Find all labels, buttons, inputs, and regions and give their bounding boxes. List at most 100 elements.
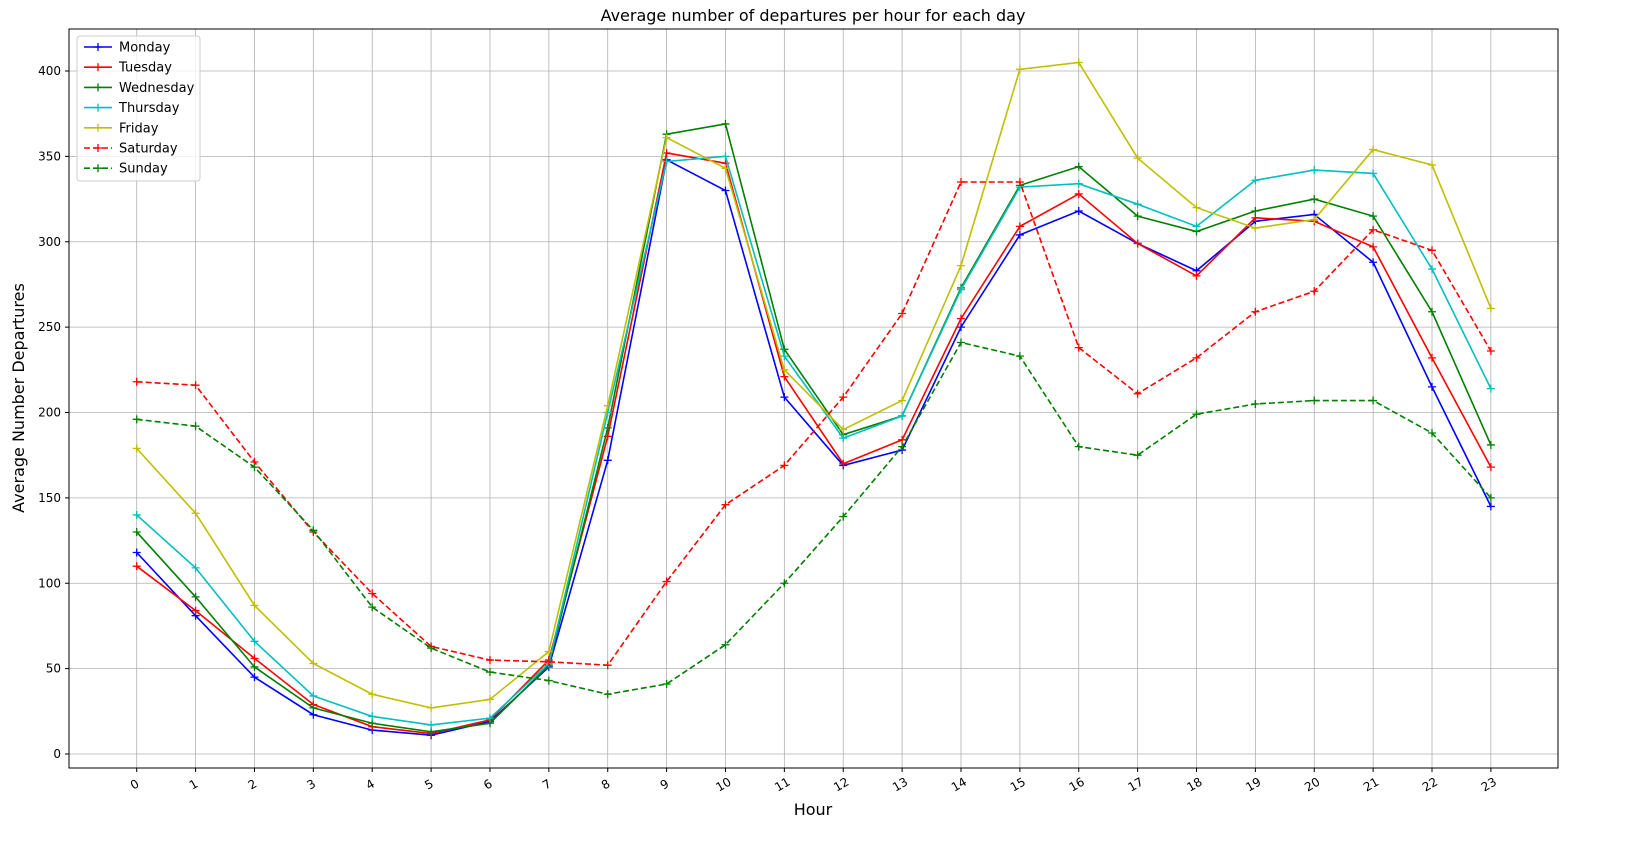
data-point-marker (1369, 242, 1378, 251)
data-point-marker (427, 644, 436, 653)
data-point-marker (1251, 399, 1260, 408)
x-tick-label: 8 (599, 777, 613, 793)
data-point-marker (1310, 396, 1319, 405)
data-point-marker (1310, 287, 1319, 296)
legend-label: Friday (119, 121, 159, 136)
data-point-marker (544, 676, 553, 685)
data-point-marker (1369, 145, 1378, 154)
data-point-marker (1074, 189, 1083, 198)
data-point-marker (1015, 65, 1024, 74)
series-line (136, 341, 1492, 696)
data-point-marker (1486, 493, 1495, 502)
data-point-marker (1251, 224, 1260, 233)
data-point-marker (250, 463, 259, 472)
data-point-marker (780, 352, 789, 361)
data-point-marker (427, 703, 436, 712)
data-point-marker (721, 640, 730, 649)
series-line (136, 61, 1492, 709)
data-point-marker (368, 719, 377, 728)
series-line (136, 158, 1492, 737)
data-point-marker (1074, 343, 1083, 352)
data-point-marker (1251, 176, 1260, 185)
data-point-marker (603, 456, 612, 465)
data-point-marker (662, 133, 671, 142)
data-point-marker (1074, 58, 1083, 67)
data-point-marker (544, 657, 553, 666)
data-point-marker (132, 377, 141, 386)
data-point-marker (721, 186, 730, 195)
legend-label: Thursday (118, 101, 180, 116)
x-tick-label: 4 (363, 777, 377, 793)
data-point-marker (1369, 258, 1378, 267)
data-point-marker (780, 372, 789, 381)
series-thursday (132, 152, 1495, 729)
legend-item: Friday (84, 121, 159, 136)
data-point-marker (1428, 353, 1436, 362)
data-point-marker (603, 408, 612, 417)
data-point-marker (191, 606, 200, 615)
y-tick-label: 350 (38, 149, 61, 163)
data-point-marker (132, 548, 141, 557)
y-tick-label: 100 (38, 576, 61, 590)
data-point-marker (368, 690, 377, 699)
data-point-marker (1369, 212, 1378, 221)
data-point-marker (1074, 207, 1083, 216)
data-point-marker (544, 647, 553, 656)
data-point-marker (132, 562, 141, 571)
legend-marker (94, 63, 102, 72)
data-point-marker (780, 365, 789, 374)
data-point-marker (898, 435, 907, 444)
data-point-marker (956, 261, 965, 270)
data-point-marker (485, 656, 494, 665)
x-tick-label: 2 (246, 777, 260, 793)
data-point-marker (662, 157, 671, 166)
data-point-marker (191, 509, 200, 518)
data-point-marker (1486, 384, 1495, 393)
data-point-marker (1310, 166, 1319, 175)
series-line (136, 123, 1492, 733)
legend-item: Thursday (84, 101, 180, 116)
data-point-marker (839, 434, 848, 443)
series-line (136, 155, 1492, 726)
data-point-marker (839, 459, 848, 468)
legend-item: Monday (84, 41, 171, 56)
data-point-marker (780, 393, 789, 402)
plot-frame (68, 28, 1559, 769)
x-tick-label: 9 (658, 777, 672, 793)
data-point-marker (1486, 502, 1495, 511)
data-point-marker (309, 703, 318, 712)
data-point-marker (1074, 442, 1083, 451)
data-point-marker (1192, 410, 1201, 419)
legend-item: Sunday (84, 162, 168, 177)
legend-label: Sunday (119, 162, 168, 177)
data-point-marker (1428, 428, 1436, 437)
data-point-marker (250, 662, 259, 671)
y-tick-label: 400 (38, 64, 61, 78)
x-tick-label: 14 (949, 775, 969, 795)
y-tick-label: 0 (53, 747, 61, 761)
data-point-marker (1133, 239, 1142, 248)
x-tick-label: 22 (1420, 775, 1440, 795)
x-tick-label: 1 (187, 777, 201, 793)
series-tuesday (132, 148, 1495, 738)
data-point-marker (1428, 382, 1436, 391)
data-point-marker (368, 589, 377, 598)
data-point-marker (485, 714, 494, 723)
data-point-marker (1251, 207, 1260, 216)
data-point-marker (1192, 203, 1201, 212)
x-tick-label: 6 (481, 777, 495, 793)
data-point-marker (1192, 353, 1201, 362)
data-point-marker (1486, 463, 1495, 472)
x-axis-label: Hour (794, 800, 833, 819)
data-point-marker (780, 461, 789, 470)
series-line (136, 152, 1492, 735)
legend-label: Wednesday (119, 81, 195, 96)
data-point-marker (603, 401, 612, 410)
data-point-marker (1428, 246, 1436, 255)
data-point-marker (191, 592, 200, 601)
data-point-marker (427, 727, 436, 736)
data-point-marker (603, 661, 612, 670)
data-point-marker (309, 659, 318, 668)
y-tick-label: 150 (38, 491, 61, 505)
x-tick-label: 13 (890, 775, 910, 795)
